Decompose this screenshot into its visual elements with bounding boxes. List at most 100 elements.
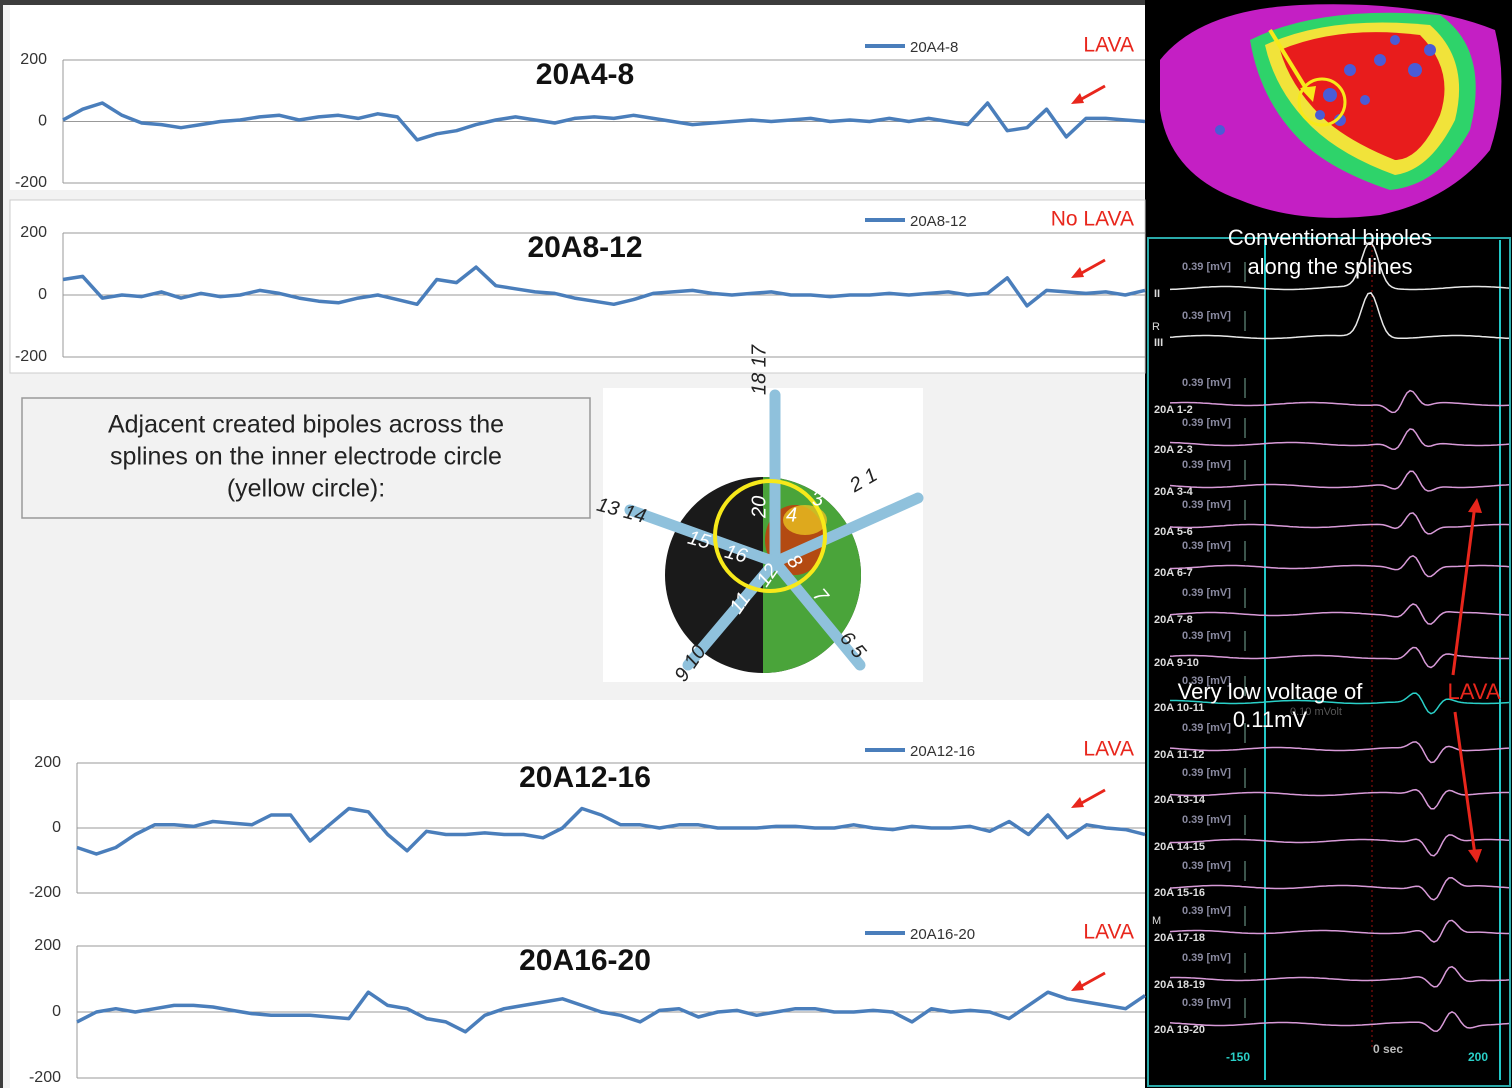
map-point [1390, 35, 1400, 45]
y-tick-label: 200 [20, 51, 47, 68]
channel-label: 20A 9-10 [1154, 657, 1199, 669]
chart-title: 20A16-20 [519, 944, 651, 977]
map-point [1408, 63, 1422, 77]
ecg-trace [1169, 741, 1510, 764]
gain-label: 0.39 [mV] [1182, 417, 1231, 429]
scale-note: 0.10 mVolt [1290, 706, 1342, 718]
map-point [1323, 88, 1337, 102]
lava-label: LAVA [1448, 679, 1501, 704]
spline [769, 492, 924, 568]
spline [682, 556, 781, 671]
lava-arrow [1453, 711, 1477, 856]
voltage-map [1160, 4, 1502, 218]
ecg-trace [1169, 919, 1509, 943]
ecg-trace [1169, 389, 1510, 414]
channel-label: 20A 17-18 [1154, 932, 1205, 944]
channel-label: 20A 7-8 [1154, 614, 1193, 626]
y-tick-label: 200 [20, 224, 47, 241]
caption-line: Adjacent created bipoles across the [108, 411, 504, 439]
inner-circle [713, 479, 827, 593]
y-tick-label: -200 [15, 348, 47, 365]
gain-label: 0.39 [mV] [1182, 587, 1231, 599]
annotation-arrow [1077, 788, 1106, 807]
ecg-trace [1169, 1010, 1510, 1032]
channel-label: 20A 18-19 [1154, 979, 1205, 991]
ecg-title: Conventional bipoles [1228, 225, 1432, 250]
channel-label: 20A 5-6 [1154, 526, 1193, 538]
gain-label: 0.39 [mV] [1182, 630, 1231, 642]
electrode-label: 3 [812, 488, 823, 510]
series-line [76, 990, 1146, 1034]
ecg-trace [1169, 603, 1510, 625]
gain-label: 0.39 [mV] [1182, 459, 1231, 471]
annotation-arrow [1077, 258, 1106, 277]
ecg-trace [1169, 788, 1509, 810]
channel-label: 20A 13-14 [1154, 794, 1206, 806]
y-tick-label: 200 [34, 754, 61, 771]
channel-label: 20A 6-7 [1154, 567, 1193, 579]
ecg-trace [1170, 554, 1510, 578]
caption-line: (yellow circle): [227, 475, 385, 503]
map-point [1315, 110, 1325, 120]
map-points [1215, 35, 1436, 135]
gain-label: 0.39 [mV] [1182, 377, 1231, 389]
gain-label: 0.39 [mV] [1182, 860, 1231, 872]
annotation-arrowhead [1071, 93, 1084, 104]
ecg-trace [1169, 292, 1510, 340]
annotation-arrowhead [1071, 267, 1084, 278]
chart-panel [9, 199, 1146, 374]
gain-label: 0.39 [mV] [1182, 310, 1231, 322]
voltage-note: Very low voltage of [1178, 679, 1364, 704]
annotation-arrowhead [1071, 797, 1084, 808]
spline [624, 504, 781, 568]
map-arrowhead [1300, 86, 1316, 102]
ecg-panel: Conventional bipoles along the splines 0.3… [1147, 225, 1511, 1087]
gain-label: 0.39 [mV] [1182, 675, 1231, 687]
map-point [1344, 64, 1356, 76]
ecg-trace [1169, 241, 1510, 291]
map-point [1334, 114, 1346, 126]
y-tick-label: -200 [15, 174, 47, 191]
y-tick-label: 0 [38, 286, 47, 303]
chart-title: 20A12-16 [519, 761, 651, 794]
ecg-trace [1169, 470, 1510, 492]
legend-label: 20A8-12 [910, 213, 967, 230]
caption-box [21, 397, 591, 519]
time-label: 200 [1468, 1050, 1488, 1064]
channel-label: 20A 19-20 [1154, 1024, 1205, 1036]
channel-label: 20A 11-12 [1154, 749, 1204, 761]
annotation: LAVA [1083, 34, 1134, 57]
channel-label: 20A 10-11 [1154, 702, 1204, 714]
charts: -200 0 200 20A4-8 20A4-8 LAVA -200 0 200 20A8-12 2… [9, 5, 1146, 1088]
ecg-trace [1169, 646, 1509, 669]
legend-label: 20A4-8 [910, 39, 958, 56]
gain-label: 0.39 [mV] [1182, 722, 1231, 734]
caption-text: Adjacent created bipoles across the spli… [108, 411, 504, 503]
annotation-arrowhead [1071, 980, 1084, 991]
chart-panel [10, 5, 1145, 190]
marker: R [1152, 321, 1160, 333]
ecg-trace [1170, 692, 1510, 715]
channel-label: 20A 2-3 [1154, 444, 1193, 456]
channel-label: 20A 14-15 [1154, 841, 1205, 853]
channel-label: 20A 3-4 [1154, 486, 1194, 498]
time-label: -150 [1226, 1050, 1250, 1064]
gain-label: 0.39 [mV] [1182, 499, 1231, 511]
electrode-label: 18 17 [748, 344, 770, 395]
chart-title: 20A4-8 [536, 58, 634, 91]
ecg-trace [1169, 877, 1510, 901]
chart-title: 20A8-12 [527, 231, 642, 264]
map-point [1360, 95, 1370, 105]
ecg-trace [1169, 428, 1510, 450]
channel-label: III [1154, 337, 1163, 349]
y-tick-label: 0 [38, 113, 47, 130]
chart-panel [10, 700, 1145, 1088]
series-line [62, 265, 1146, 308]
channel-label: II [1154, 288, 1160, 300]
ecg-border [1147, 237, 1511, 1087]
map-point [1374, 54, 1386, 66]
annotation: No LAVA [1051, 208, 1134, 231]
time-label: 0 sec [1373, 1042, 1403, 1056]
ecg-trace [1170, 834, 1510, 857]
